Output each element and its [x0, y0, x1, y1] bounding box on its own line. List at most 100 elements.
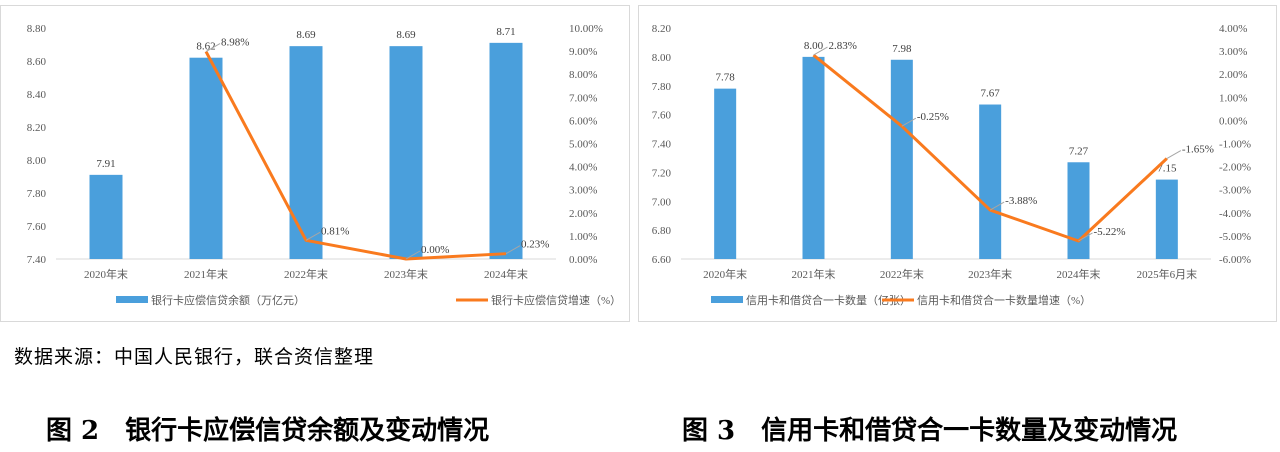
y2-tick-label: 5.00%	[569, 139, 597, 151]
legend-swatch-bar	[116, 296, 148, 303]
y2-tick-label: -1.00%	[1219, 139, 1251, 151]
leader-line	[205, 43, 221, 52]
caption-figure-2: 图 2 银行卡应偿信贷余额及变动情况	[46, 416, 490, 446]
bar	[389, 46, 423, 260]
line-data-label: -5.22%	[1094, 226, 1126, 238]
y-tick-label: 7.60	[652, 110, 672, 122]
x-tick-label: 2021年末	[792, 267, 836, 281]
y2-tick-label: 10.00%	[569, 23, 603, 35]
line-data-label: -3.88%	[1005, 195, 1037, 207]
y-tick-label: 8.00	[652, 52, 672, 64]
x-tick-label: 2020年末	[703, 267, 747, 281]
line-data-label: 0.00%	[421, 244, 449, 256]
bar-data-label: 7.67	[981, 88, 1001, 100]
y-tick-label: 7.60	[27, 221, 47, 233]
leader-line	[1166, 150, 1182, 159]
line-series	[204, 50, 507, 261]
line-data-label: 2.83%	[829, 40, 857, 52]
y2-tick-label: -3.00%	[1219, 185, 1251, 197]
bar-data-label: 7.98	[892, 43, 912, 55]
bar	[289, 46, 323, 260]
legend-label-bar: 银行卡应偿信贷余额（万亿元）	[151, 293, 305, 307]
bar	[489, 42, 523, 259]
y-tick-label: 6.80	[652, 225, 672, 237]
bar	[189, 57, 223, 260]
y-tick-label: 8.20	[27, 122, 47, 134]
x-tick-label: 2023年末	[968, 267, 1012, 281]
legend-label-bar: 信用卡和借贷合一卡数量（亿张）	[746, 293, 911, 307]
y2-tick-label: 1.00%	[569, 231, 597, 243]
y2-tick-label: 0.00%	[569, 254, 597, 266]
bar	[1155, 179, 1178, 259]
line-data-label: -1.65%	[1182, 144, 1214, 156]
y-tick-label: 7.20	[652, 167, 672, 179]
leader-line	[813, 46, 828, 56]
leader-line	[305, 231, 321, 241]
bar-data-label: 7.91	[96, 158, 115, 170]
leader-line	[989, 201, 1005, 211]
y-tick-label: 8.20	[652, 23, 672, 35]
line-series	[812, 53, 1168, 243]
y2-tick-label: 7.00%	[569, 92, 597, 104]
y2-tick-label: 2.00%	[1219, 69, 1247, 81]
bar	[89, 174, 123, 259]
y2-tick-label: 1.00%	[1219, 92, 1247, 104]
leader-line	[1078, 232, 1093, 242]
source-note: 数据来源：中国人民银行，联合资信整理	[14, 346, 375, 368]
x-tick-label: 2024年末	[484, 267, 528, 281]
y2-tick-label: 2.00%	[569, 208, 597, 220]
bar-data-label: 8.71	[496, 26, 515, 38]
y-tick-label: 7.40	[652, 139, 672, 151]
y2-tick-label: 4.00%	[569, 162, 597, 174]
x-tick-label: 2022年末	[284, 267, 328, 281]
chart-left: 7.40 7.60 7.80 8.00 8.20 8.40 8.60 8.80 0.00% 1.0…	[27, 23, 621, 307]
y2-tick-label: 8.00%	[569, 69, 597, 81]
x-tick-label: 2024年末	[1057, 267, 1101, 281]
y-tick-label: 8.80	[27, 23, 47, 35]
chart-panel-right: 6.60 6.80 7.00 7.20 7.40 7.60 7.80 8.00 8.20 -6.0…	[638, 5, 1277, 322]
y2-tick-label: -2.00%	[1219, 162, 1251, 174]
y-tick-label: 7.80	[27, 188, 47, 200]
y2-tick-label: -4.00%	[1219, 208, 1251, 220]
chart-panel-left: 7.40 7.60 7.80 8.00 8.20 8.40 8.60 8.80 0.00% 1.0…	[0, 5, 630, 322]
bar	[802, 56, 825, 259]
x-tick-label: 2023年末	[384, 267, 428, 281]
y-tick-label: 6.60	[652, 254, 672, 266]
y-tick-label: 7.00	[652, 196, 672, 208]
caption-figure-3: 图 3 信用卡和借贷合一卡数量及变动情况	[682, 416, 1178, 446]
bar	[890, 59, 913, 260]
x-tick-label: 2021年末	[184, 267, 228, 281]
bar	[1067, 162, 1090, 259]
bar-data-label: 8.69	[396, 29, 416, 41]
x-tick-label: 2020年末	[84, 267, 128, 281]
y-tick-label: 8.00	[27, 155, 47, 167]
line-data-label: 8.98%	[221, 37, 249, 49]
bar-data-label: 8.69	[296, 29, 316, 41]
bar-data-label: 7.27	[1069, 145, 1089, 157]
line-data-label: 0.81%	[321, 225, 349, 237]
y2-tick-label: -6.00%	[1219, 254, 1251, 266]
bar-data-label: 8.00	[804, 40, 824, 52]
y-tick-label: 7.80	[652, 81, 672, 93]
y2-tick-label: -5.00%	[1219, 231, 1251, 243]
y-tick-label: 8.40	[27, 89, 47, 101]
line-data-label: -0.25%	[917, 111, 949, 123]
chart-right: 6.60 6.80 7.00 7.20 7.40 7.60 7.80 8.00 8.20 -6.0…	[652, 23, 1251, 307]
x-tick-label: 2022年末	[880, 267, 924, 281]
y2-tick-label: 9.00%	[569, 46, 597, 58]
leader-line	[405, 250, 421, 260]
x-tick-label: 2025年6月末	[1137, 267, 1198, 281]
y-tick-label: 7.40	[27, 254, 47, 266]
leader-line	[901, 117, 917, 127]
y2-tick-label: 3.00%	[569, 185, 597, 197]
bar-data-label: 7.15	[1157, 163, 1177, 175]
bar-data-label: 8.62	[196, 41, 215, 53]
bar	[979, 104, 1002, 259]
leader-line	[505, 245, 521, 255]
bar	[714, 88, 737, 259]
legend-swatch-bar	[711, 296, 743, 303]
y2-tick-label: 3.00%	[1219, 46, 1247, 58]
y2-tick-label: 6.00%	[569, 115, 597, 127]
bar-data-label: 7.78	[716, 72, 736, 84]
y2-tick-label: 0.00%	[1219, 115, 1247, 127]
